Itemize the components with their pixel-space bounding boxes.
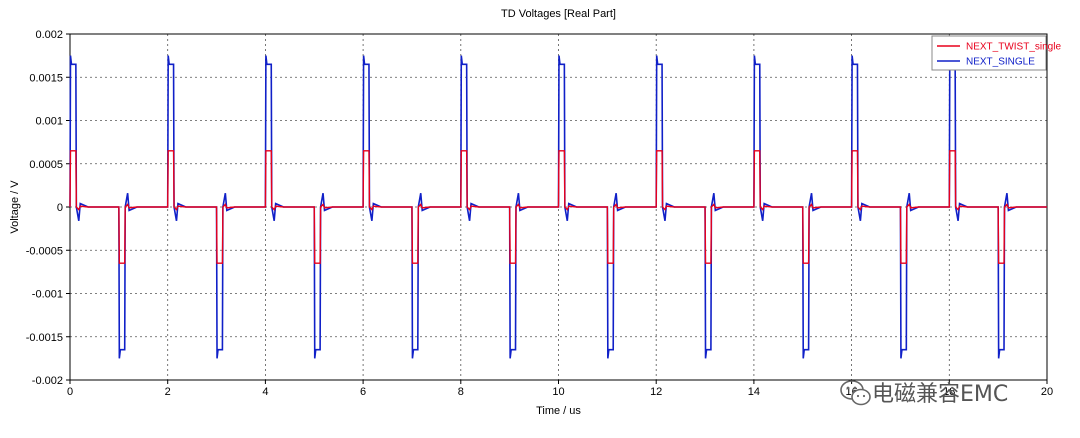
chart-title: TD Voltages [Real Part]	[501, 8, 616, 20]
y-axis-label: Voltage / V	[9, 180, 21, 234]
x-tick-label: 10	[552, 386, 564, 398]
y-tick-label: 0.0005	[29, 159, 63, 171]
y-tick-label: -0.0005	[26, 245, 63, 257]
legend-label: NEXT_SINGLE	[966, 57, 1035, 68]
y-axis-ticks: 0.002 0.0015 0.001 0.0005 0 -0.0005 -0.001 -0.0…	[26, 29, 70, 387]
x-tick-label: 2	[165, 386, 171, 398]
x-tick-label: 0	[67, 386, 73, 398]
legend-label: NEXT_TWIST_single	[966, 42, 1061, 53]
series-layer	[69, 55, 1047, 359]
watermark: 电磁兼容EMC	[840, 380, 1008, 407]
series-line-next-twist-single	[69, 150, 1047, 264]
x-tick-label: 12	[650, 386, 662, 398]
legend: NEXT_TWIST_single NEXT_SINGLE	[931, 35, 1061, 71]
x-tick-label: 14	[748, 386, 760, 398]
x-tick-label: 20	[1041, 386, 1053, 398]
y-tick-label: 0.002	[35, 29, 63, 41]
watermark-text: 电磁兼容EMC	[872, 382, 1008, 407]
x-tick-label: 6	[360, 386, 366, 398]
legend-box	[931, 35, 1047, 71]
x-tick-label: 18	[943, 386, 955, 398]
x-tick-label: 4	[262, 386, 268, 398]
y-tick-label: -0.002	[32, 375, 63, 387]
y-tick-label: -0.0015	[26, 332, 63, 344]
y-tick-label: 0.001	[35, 116, 63, 128]
y-tick-label: -0.001	[32, 289, 63, 301]
x-tick-label: 8	[458, 386, 464, 398]
x-axis-label: Time / us	[536, 405, 581, 417]
y-tick-label: 0	[57, 202, 63, 214]
y-tick-label: 0.0015	[29, 72, 63, 84]
wechat-icon	[840, 380, 871, 406]
